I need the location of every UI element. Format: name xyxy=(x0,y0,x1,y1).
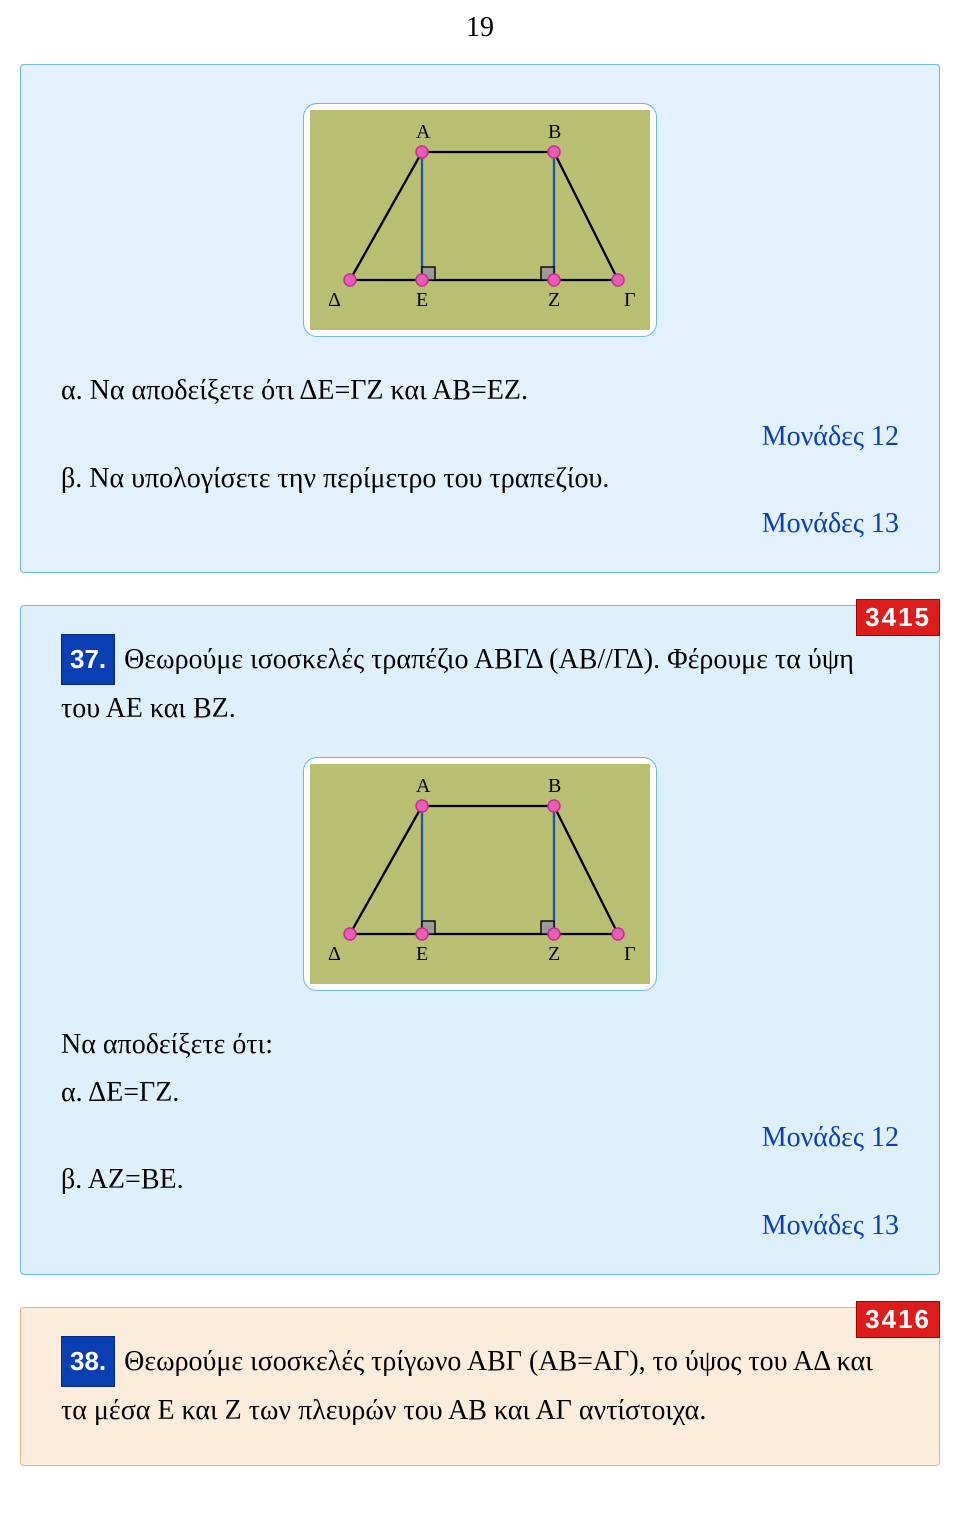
svg-text:Δ: Δ xyxy=(328,943,341,965)
problem-card-37: 37. Θεωρούμε ισοσκελές τραπέζιο ΑΒΓΔ (ΑΒ… xyxy=(20,605,940,1275)
svg-text:Α: Α xyxy=(416,121,431,143)
problem-id-badge: 3415 xyxy=(856,599,940,636)
lead-text: Θεωρούμε ισοσκελές τρίγωνο ΑΒΓ (ΑΒ=ΑΓ), … xyxy=(61,1346,873,1426)
problem-id-badge: 3416 xyxy=(856,1301,940,1338)
svg-text:Ζ: Ζ xyxy=(548,943,560,965)
question-number: 37. xyxy=(61,634,115,685)
svg-text:Ε: Ε xyxy=(416,289,428,311)
problem-card-continuation: Α Β Γ Δ Ε Ζ α. Να αποδείξετε ότι ΔΕ=ΓΖ και ΑΒ… xyxy=(20,64,940,573)
lead-text: Θεωρούμε ισοσκελές τραπέζιο ΑΒΓΔ (ΑΒ//ΓΔ… xyxy=(61,644,854,724)
problem-lead: 37. Θεωρούμε ισοσκελές τραπέζιο ΑΒΓΔ (ΑΒ… xyxy=(61,634,899,733)
trapezoid-figure: Α Β Γ Δ Ε Ζ xyxy=(310,110,650,330)
page-number: 19 xyxy=(0,0,960,64)
prove-label: Να αποδείξετε ότι: xyxy=(61,1021,899,1069)
figure-frame: Α Β Γ Δ Ε Ζ xyxy=(61,103,899,337)
svg-text:Ζ: Ζ xyxy=(548,289,560,311)
svg-text:Γ: Γ xyxy=(624,289,636,311)
part-b-text: β. Να υπολογίσετε την περίμετρο του τραπ… xyxy=(61,455,899,503)
item-a: α. ΔΕ=ΓΖ. xyxy=(61,1069,899,1117)
units-label: Μονάδες 13 xyxy=(61,1210,899,1242)
part-a-text: α. Να αποδείξετε ότι ΔΕ=ΓΖ και ΑΒ=ΕΖ. xyxy=(61,367,899,415)
units-label: Μονάδες 12 xyxy=(61,1122,899,1154)
problem-lead: 38. Θεωρούμε ισοσκελές τρίγωνο ΑΒΓ (ΑΒ=Α… xyxy=(61,1336,899,1435)
units-label: Μονάδες 12 xyxy=(61,421,899,453)
svg-text:Ε: Ε xyxy=(416,943,428,965)
question-number: 38. xyxy=(61,1336,115,1387)
figure-border: Α Β Γ Δ Ε Ζ xyxy=(303,757,657,991)
svg-text:Δ: Δ xyxy=(328,289,341,311)
svg-text:Γ: Γ xyxy=(624,943,636,965)
figure-frame: Α Β Γ Δ Ε Ζ xyxy=(61,757,899,991)
page: 19 Α Β Γ Δ Ε Ζ α. Να αποδείξετε ότι ΔΕ=ΓΖ και… xyxy=(0,0,960,1536)
problem-card-38: 38. Θεωρούμε ισοσκελές τρίγωνο ΑΒΓ (ΑΒ=Α… xyxy=(20,1307,940,1466)
trapezoid-figure: Α Β Γ Δ Ε Ζ xyxy=(310,764,650,984)
svg-text:Β: Β xyxy=(548,775,561,797)
figure-border: Α Β Γ Δ Ε Ζ xyxy=(303,103,657,337)
svg-text:Α: Α xyxy=(416,775,431,797)
svg-text:Β: Β xyxy=(548,121,561,143)
item-b: β. ΑΖ=ΒΕ. xyxy=(61,1156,899,1204)
units-label: Μονάδες 13 xyxy=(61,508,899,540)
